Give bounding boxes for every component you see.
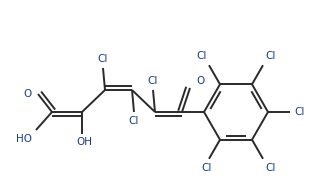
Text: Cl: Cl [265, 163, 276, 173]
Text: Cl: Cl [129, 116, 139, 126]
Text: Cl: Cl [265, 51, 276, 61]
Text: Cl: Cl [148, 76, 158, 86]
Text: Cl: Cl [98, 54, 108, 64]
Text: HO: HO [16, 134, 32, 144]
Text: Cl: Cl [294, 107, 304, 117]
Text: Cl: Cl [202, 163, 212, 173]
Text: O: O [24, 89, 32, 99]
Text: O: O [196, 76, 204, 86]
Text: OH: OH [76, 137, 92, 147]
Text: Cl: Cl [196, 51, 207, 61]
